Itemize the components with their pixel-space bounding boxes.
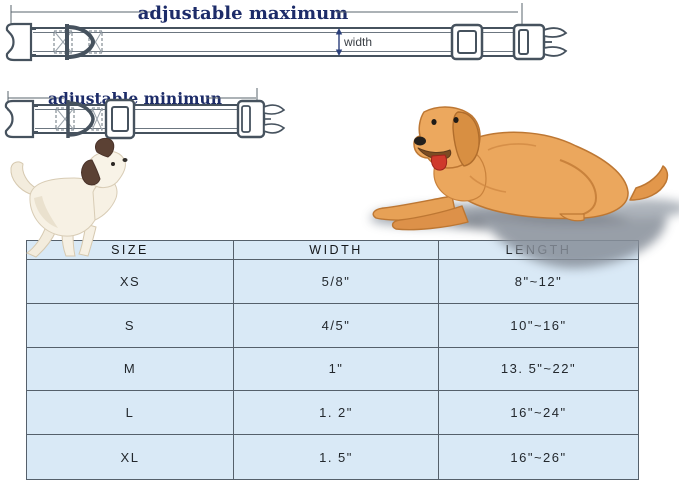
width-label: width xyxy=(343,35,372,49)
small-dog-nose xyxy=(122,158,128,162)
tri-glide-slider-icon xyxy=(450,23,484,61)
strap-loop xyxy=(30,28,36,56)
adjustable-minimum-label: adjustable minimun xyxy=(48,89,222,108)
buckle-female-icon xyxy=(4,99,35,139)
table-row-m: M 1" 13. 5"~22" xyxy=(27,347,638,392)
small-dog-ear xyxy=(95,137,115,158)
large-dog-haunch-line xyxy=(559,159,597,217)
d-ring-icon xyxy=(65,24,96,60)
large-dog-eye xyxy=(453,117,459,123)
small-dog-head xyxy=(85,150,126,189)
small-dog-body xyxy=(29,177,108,237)
length-cell: 10"~16" xyxy=(510,317,567,333)
small-dog-front-leg-raised xyxy=(92,181,118,221)
collar-diagram-minimum: adjustable minimun xyxy=(4,88,286,140)
stitch-box-icon xyxy=(91,107,103,131)
width-cell: 1. 2" xyxy=(234,391,439,435)
stitch-box-icon xyxy=(88,30,103,54)
large-dog-eye xyxy=(431,119,437,125)
width-cell: 5/8" xyxy=(234,260,439,303)
width-annotation: width xyxy=(335,28,372,56)
size-cell: S xyxy=(27,303,234,347)
large-dog-ear xyxy=(452,111,480,167)
large-dog-body xyxy=(449,131,629,220)
large-dog-tail xyxy=(629,165,669,201)
width-cell: 4/5" xyxy=(234,303,439,347)
length-cell: 8"~12" xyxy=(514,273,563,289)
large-dog-front-leg xyxy=(391,205,469,231)
table-row-s: S 4/5" 10"~16" xyxy=(27,303,638,348)
column-header-size: SIZE xyxy=(27,241,234,259)
buckle-male-icon xyxy=(512,23,568,61)
length-cell: 16"~26" xyxy=(510,449,567,465)
adjustable-maximum-label: adjustable maximum xyxy=(138,3,349,24)
small-dog-eye xyxy=(111,162,115,166)
width-cell: 1" xyxy=(234,347,439,391)
collar-diagram-maximum: adjustable maximum xyxy=(5,3,568,62)
buckle-female-icon xyxy=(5,22,33,62)
table-row-l: L 1. 2" 16"~24" xyxy=(27,391,638,436)
stitch-box-icon xyxy=(55,107,75,131)
arrow-up-icon xyxy=(335,28,343,35)
length-cell: 13. 5"~22" xyxy=(500,361,577,377)
buckle-male-icon xyxy=(236,99,286,139)
large-dog-rear-paw xyxy=(559,213,585,222)
length-cell: 16"~24" xyxy=(510,405,567,421)
large-dog-head xyxy=(413,106,481,169)
large-dog-nose xyxy=(414,136,426,146)
large-dog-front-leg xyxy=(372,195,457,221)
size-cell: L xyxy=(27,391,234,435)
column-header-width: WIDTH xyxy=(234,241,439,259)
table-row-xs: XS 5/8" 8"~12" xyxy=(27,260,638,304)
arrow-down-icon xyxy=(335,49,343,56)
large-dog-mouth xyxy=(417,147,452,160)
size-cell: M xyxy=(27,347,234,391)
small-dog-shading xyxy=(34,196,58,228)
size-cell: XL xyxy=(27,435,234,479)
small-dog-ear xyxy=(81,159,101,186)
d-ring-icon xyxy=(66,100,95,138)
size-table: SIZE WIDTH LENGTH XS 5/8" 8"~12" S 4/5" … xyxy=(26,240,639,480)
large-dog-chest xyxy=(433,145,487,202)
strap-loop xyxy=(32,105,38,133)
width-cell: 1. 5" xyxy=(234,435,439,479)
stitch-box-icon xyxy=(53,30,73,54)
column-header-length: LENGTH xyxy=(505,243,572,257)
small-dog-tail xyxy=(10,161,37,195)
large-dog-tongue xyxy=(431,154,448,171)
collar-strap xyxy=(32,104,241,134)
large-dog-illustration xyxy=(372,106,669,231)
table-row-xl: XL 1. 5" 16"~26" xyxy=(27,435,638,479)
large-dog-fur-lines xyxy=(469,143,537,193)
table-header-row: SIZE WIDTH LENGTH xyxy=(27,241,638,260)
collar-strap xyxy=(30,27,517,57)
size-cell: XS xyxy=(27,260,234,303)
tri-glide-slider-icon xyxy=(104,98,136,140)
